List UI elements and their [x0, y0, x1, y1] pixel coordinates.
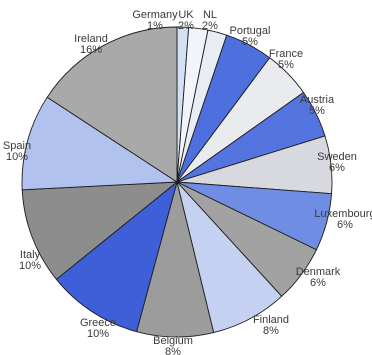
slice-label-germany: Germany	[132, 9, 178, 21]
slice-label-portugal: Portugal	[230, 25, 271, 37]
slice-label-luxembourg: Luxembourg	[314, 208, 372, 220]
slice-percent-spain: 10%	[6, 151, 28, 163]
slice-percent-greece: 10%	[87, 328, 109, 340]
slice-percent-italy: 10%	[19, 260, 41, 272]
slice-percent-denmark: 6%	[310, 277, 326, 289]
pie-slice-spain	[21, 96, 178, 191]
slice-label-italy: Italy	[20, 249, 41, 261]
slice-label-belgium: Belgium	[153, 335, 193, 347]
pie-slice-italy	[21, 181, 178, 280]
slice-label-ireland: Ireland	[74, 33, 108, 45]
slice-label-france: France	[269, 48, 303, 60]
slice-percent-nl: 2%	[202, 20, 218, 32]
slice-percent-france: 5%	[278, 59, 294, 71]
slice-percent-portugal: 5%	[242, 36, 258, 48]
slice-percent-finland: 8%	[263, 325, 279, 337]
slice-percent-luxembourg: 6%	[337, 219, 353, 231]
slice-label-finland: Finland	[253, 314, 289, 326]
slice-label-denmark: Denmark	[296, 266, 341, 278]
slice-label-uk: UK	[178, 9, 194, 21]
slices-group	[21, 26, 333, 338]
slice-label-sweden: Sweden	[317, 151, 357, 163]
slice-percent-germany: 1%	[147, 20, 163, 32]
pie-slice-ireland	[46, 26, 178, 183]
slice-percent-ireland: 16%	[80, 44, 102, 56]
slice-label-nl: NL	[203, 9, 217, 21]
slice-percent-austria: 5%	[309, 105, 325, 117]
slice-label-austria: Austria	[300, 94, 335, 106]
slice-label-spain: Spain	[3, 140, 31, 152]
pie-slice-greece	[55, 181, 178, 333]
slice-percent-sweden: 6%	[329, 162, 345, 174]
slice-percent-uk: 2%	[178, 20, 194, 32]
slice-percent-belgium: 8%	[165, 346, 181, 355]
slice-label-greece: Greece	[80, 317, 116, 329]
